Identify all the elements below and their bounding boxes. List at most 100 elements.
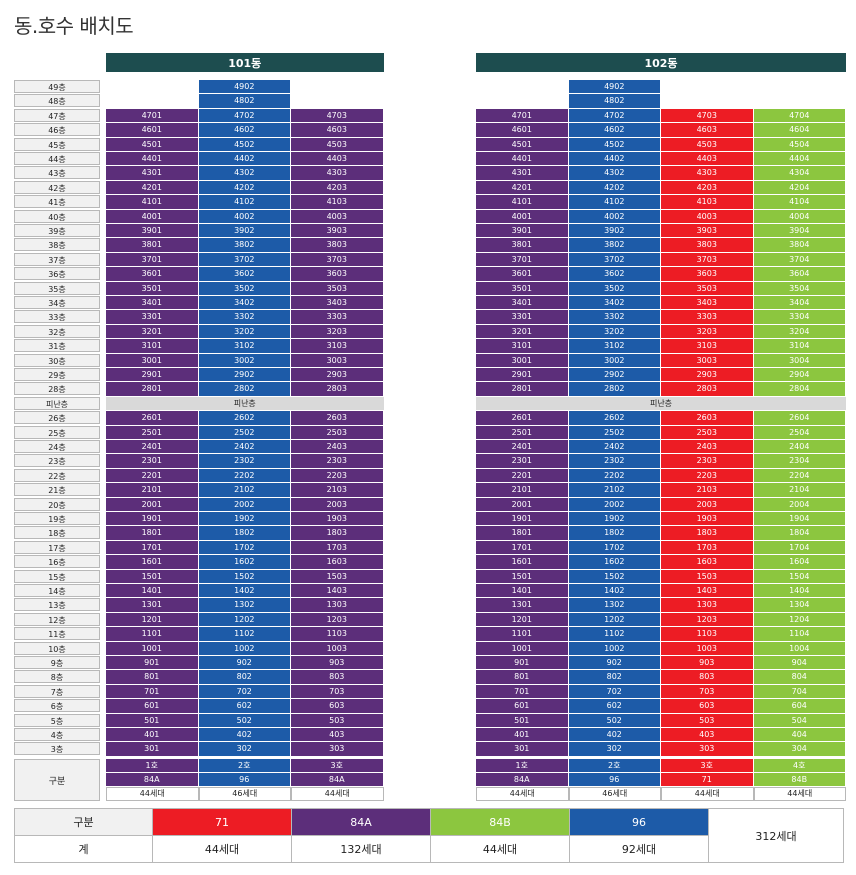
floor-label: 11층 [14, 627, 100, 641]
unit-cell: 2103 [291, 483, 384, 498]
floor-label: 33층 [14, 310, 100, 324]
floor-label: 7층 [14, 684, 100, 698]
unit-cell: 2203 [661, 468, 754, 484]
unit-cell: 3404 [753, 296, 846, 311]
unit-cell: 3503 [291, 281, 384, 296]
unit-cell: 3403 [291, 296, 384, 311]
floor-label: 34층 [14, 296, 100, 309]
floor-label: 28층 [14, 382, 100, 396]
unit-cell: 4201 [106, 180, 199, 196]
unit-cell: 2304 [753, 454, 846, 469]
unit-cell: 4802 [198, 94, 291, 109]
unit-cell: 4704 [753, 108, 846, 124]
unit-cell: 2601 [106, 411, 199, 426]
floor-label: 49층 [14, 80, 100, 93]
page-title: 동.호수 배치도 [14, 14, 134, 38]
unit-cell: 3204 [753, 324, 846, 340]
unit-cell: 1301 [106, 598, 199, 613]
floor-label: 29층 [14, 368, 100, 381]
unit-cell: 1902 [198, 512, 291, 527]
unit-cell: 2503 [291, 425, 384, 440]
unit-cell: 4204 [753, 180, 846, 196]
unit-cell: 3902 [568, 224, 661, 239]
line-household-count: 46세대 [568, 787, 661, 801]
unit-cell: 2002 [198, 497, 291, 512]
unit-cell: 501 [106, 713, 199, 728]
unit-cell: 1203 [661, 612, 754, 628]
unit-cell: 1903 [291, 512, 384, 527]
unit-cell: 504 [753, 713, 846, 728]
unit-cell: 2202 [198, 468, 291, 484]
unit-cell: 4902 [568, 80, 661, 95]
line-ho-label: 2호 [198, 759, 291, 773]
unit-cell: 4501 [106, 137, 199, 152]
unit-cell: 2002 [568, 497, 661, 512]
floor-label: 13층 [14, 598, 100, 612]
unit-cell: 3402 [198, 296, 291, 311]
line-ho-label: 3호 [661, 759, 754, 773]
line-household-count: 44세대 [106, 787, 199, 801]
unit-cell: 1402 [198, 584, 291, 599]
unit-cell: 3504 [753, 281, 846, 296]
floor-label: 26층 [14, 411, 100, 425]
unit-cell: 2403 [291, 440, 384, 455]
unit-cell: 604 [753, 699, 846, 714]
unit-cell: 1303 [661, 598, 754, 613]
unit-cell: 3801 [106, 238, 199, 253]
floor-label: 15층 [14, 569, 100, 583]
unit-cell: 2901 [106, 368, 199, 383]
unit-cell: 4703 [291, 108, 384, 124]
unit-cell: 1103 [661, 627, 754, 642]
unit-cell: 3703 [291, 252, 384, 268]
unit-cell: 803 [661, 670, 754, 685]
unit-cell: 4001 [476, 209, 569, 224]
floor-label: 42층 [14, 180, 100, 194]
unit-cell: 402 [568, 728, 661, 743]
unit-cell: 3203 [291, 324, 384, 340]
floor-label: 21층 [14, 483, 100, 497]
floor-label: 6층 [14, 699, 100, 713]
unit-cell: 2103 [661, 483, 754, 498]
unit-cell: 3803 [661, 238, 754, 253]
unit-cell: 2501 [106, 425, 199, 440]
unit-cell: 3301 [106, 310, 199, 325]
unit-cell: 402 [198, 728, 291, 743]
unit-cell: 3402 [568, 296, 661, 311]
line-ho-label: 4호 [753, 759, 846, 773]
unit-cell: 3802 [198, 238, 291, 253]
unit-cell: 2403 [661, 440, 754, 455]
unit-cell: 701 [106, 684, 199, 700]
unit-cell: 4603 [291, 123, 384, 138]
unit-cell: 2102 [568, 483, 661, 498]
unit-cell: 3401 [106, 296, 199, 311]
unit-cell: 603 [661, 699, 754, 714]
floor-label: 39층 [14, 224, 100, 237]
unit-cell: 1503 [661, 569, 754, 584]
unit-cell: 903 [661, 656, 754, 671]
unit-cell: 3703 [661, 252, 754, 268]
unit-cell: 4003 [661, 209, 754, 224]
unit-cell: 401 [106, 728, 199, 743]
floor-label: 3층 [14, 742, 100, 756]
unit-cell: 901 [476, 656, 569, 671]
unit-cell: 4702 [568, 108, 661, 124]
unit-cell: 3702 [198, 252, 291, 268]
unit-cell: 901 [106, 656, 199, 671]
unit-cell: 4402 [198, 152, 291, 167]
unit-cell: 401 [476, 728, 569, 743]
unit-cell: 4101 [106, 195, 199, 210]
unit-cell: 4802 [568, 94, 661, 109]
floor-label: 48층 [14, 94, 100, 108]
unit-cell: 1502 [568, 569, 661, 584]
line-household-count: 44세대 [291, 787, 384, 801]
unit-cell: 3001 [476, 353, 569, 368]
unit-cell: 1202 [568, 612, 661, 628]
unit-cell: 2602 [568, 411, 661, 426]
unit-cell: 4102 [568, 195, 661, 210]
unit-cell: 4604 [753, 123, 846, 138]
building-header: 101동 [106, 53, 384, 72]
floor-label: 17층 [14, 540, 100, 554]
unit-cell: 602 [568, 699, 661, 714]
unit-cell: 4102 [198, 195, 291, 210]
unit-cell: 1603 [661, 555, 754, 570]
